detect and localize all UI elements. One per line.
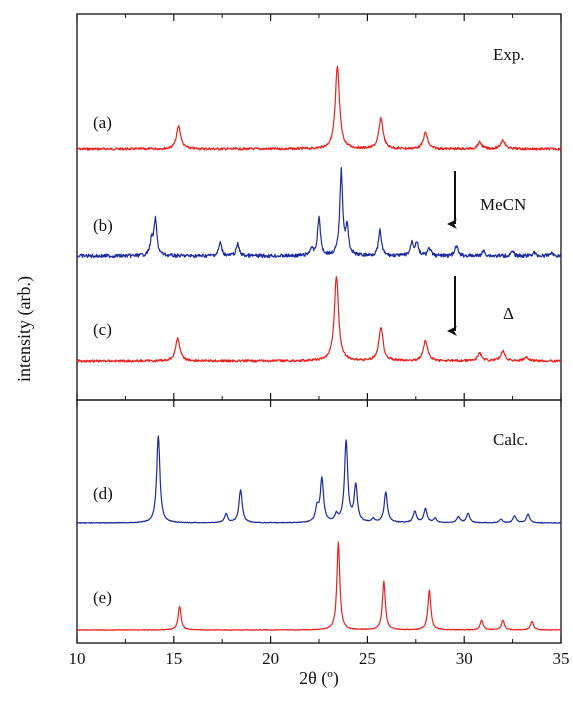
trace-c-line bbox=[76, 276, 562, 363]
trace-a-line bbox=[76, 65, 562, 151]
trace-b-label: (b) bbox=[93, 216, 113, 235]
x-tick-label: 30 bbox=[456, 649, 473, 668]
trace-d-label: (d) bbox=[93, 484, 113, 503]
trace-a-label: (a) bbox=[93, 113, 112, 132]
panel-calc-label: Calc. bbox=[493, 430, 528, 449]
x-axis-ticks bbox=[76, 14, 562, 643]
x-tick-label: 25 bbox=[359, 649, 376, 668]
trace-e-label: (e) bbox=[93, 588, 112, 607]
x-tick-label: 15 bbox=[165, 649, 182, 668]
y-axis-label: intensity (arb.) bbox=[14, 276, 35, 382]
trace-b-line bbox=[76, 167, 562, 259]
annotation-mecn: MeCN bbox=[480, 195, 526, 214]
x-axis-label: 2θ (º) bbox=[299, 668, 339, 689]
x-tick-label: 20 bbox=[262, 649, 279, 668]
panel-calc-frame bbox=[76, 399, 562, 644]
panel-exp-label: Exp. bbox=[493, 45, 525, 64]
x-tick-label: 10 bbox=[69, 649, 86, 668]
annotation-delta: Δ bbox=[503, 304, 514, 323]
trace-c-label: (c) bbox=[93, 320, 112, 339]
x-axis-tick-labels: 10 15 20 25 30 35 bbox=[69, 649, 570, 668]
trace-d-line bbox=[76, 435, 562, 524]
x-tick-label: 35 bbox=[553, 649, 570, 668]
trace-e-line bbox=[76, 541, 562, 631]
